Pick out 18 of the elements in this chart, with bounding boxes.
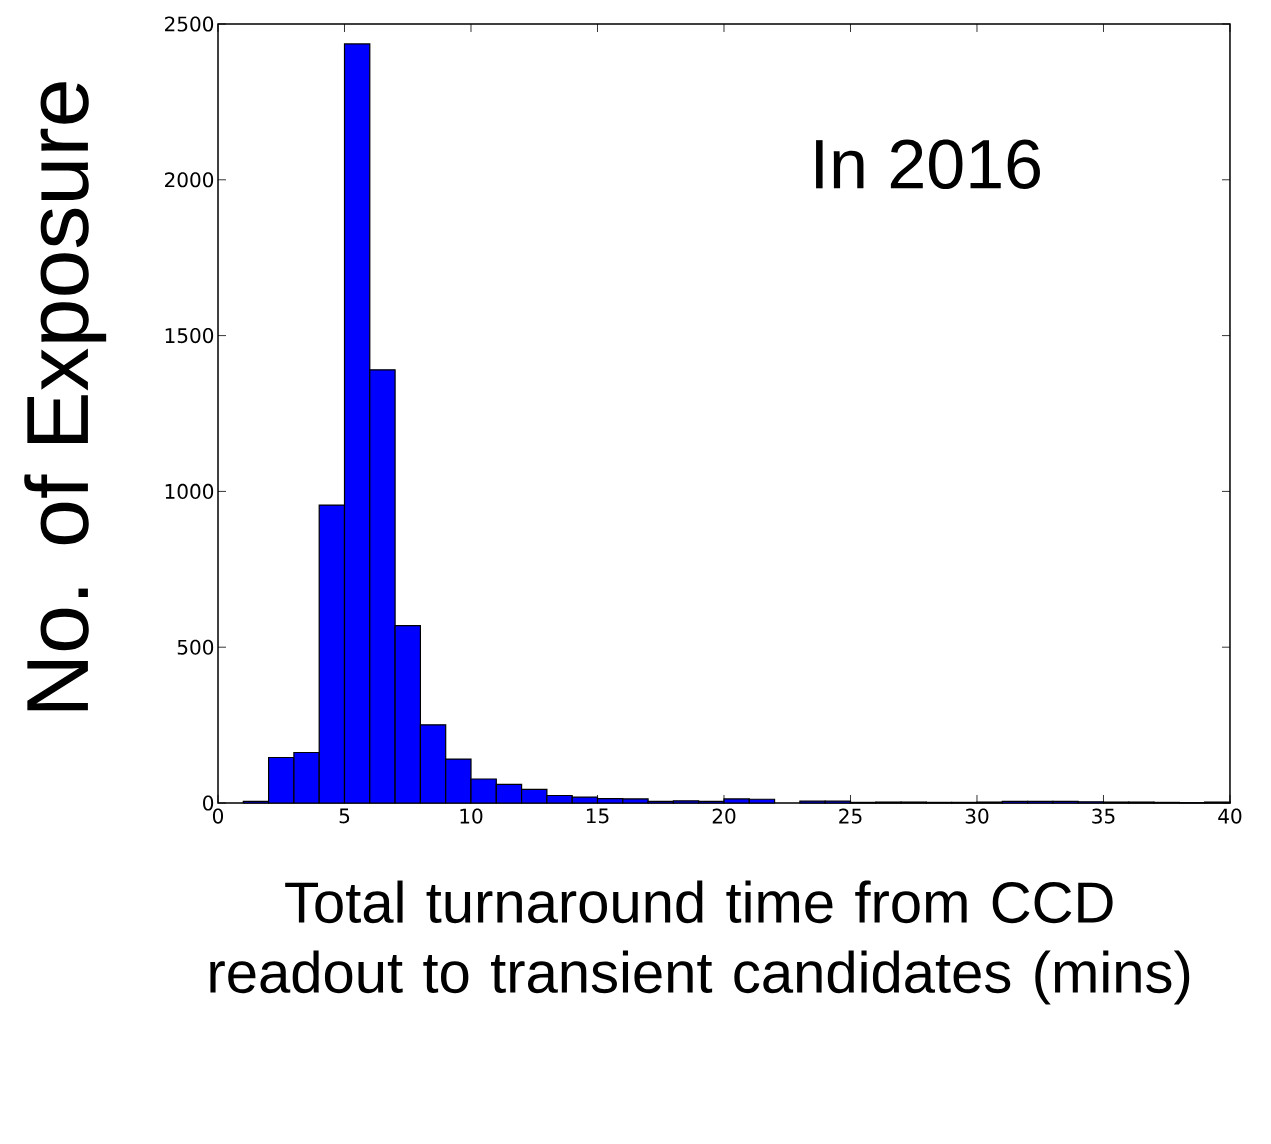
y-tick-label: 1500: [165, 328, 214, 344]
y-tick-label: 0: [203, 795, 214, 811]
x-tick-label: 25: [839, 808, 862, 824]
y-tick-label: 1000: [165, 483, 214, 499]
x-tick-label: 15: [586, 808, 609, 824]
annotation: In 2016: [816, 139, 1040, 189]
x-tick-label: 10: [460, 808, 483, 824]
x-tick-label: 5: [339, 808, 350, 824]
y-tick-label: 500: [177, 639, 214, 655]
x-tick-label: 40: [1218, 808, 1242, 824]
y-tick-label: 2500: [165, 16, 214, 32]
x-tick-label: 35: [1092, 808, 1115, 824]
x-axis-title: Total turnaround time from CCD readout to transient candidates (mins): [210, 880, 1190, 1005]
y-axis-title: No. of Exposure: [24, 82, 107, 711]
x-tick-label: 0: [212, 808, 224, 824]
y-tick-label: 2000: [165, 172, 214, 188]
x-tick-label: 20: [712, 808, 736, 824]
x-tick-label: 30: [965, 808, 989, 824]
